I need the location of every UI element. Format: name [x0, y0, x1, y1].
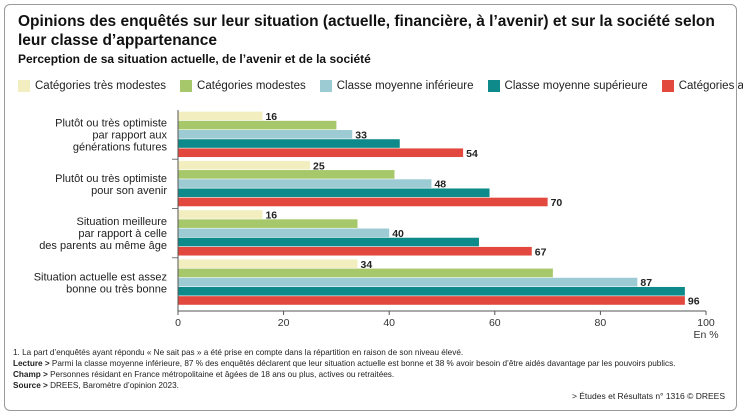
category-label: Plutôt ou très optimiste [55, 118, 167, 130]
bar [178, 197, 548, 207]
bar [178, 148, 464, 158]
chart-subtitle: Perception de sa situation actuelle, de … [18, 52, 371, 66]
bar [178, 170, 395, 179]
publication-reference: > Études et Résultats n° 1316 © DREES [571, 391, 725, 401]
bar [178, 268, 553, 278]
bar [178, 219, 358, 228]
data-label: 34 [361, 259, 373, 271]
bar [178, 130, 353, 139]
legend-swatch [661, 80, 674, 92]
data-label: 16 [265, 210, 277, 222]
category-label: Situation actuelle est assez [34, 271, 167, 283]
x-unit-label: En % [693, 329, 718, 341]
x-tick-label: 40 [383, 317, 395, 329]
bar [178, 228, 390, 238]
category-label: Situation meilleure [77, 216, 168, 228]
data-label: 67 [535, 246, 547, 258]
data-label: 48 [434, 179, 446, 191]
note-lecture-label: Lecture > [13, 359, 50, 368]
data-label: 16 [265, 111, 277, 123]
bar [178, 277, 638, 287]
category-label: par rapport aux [92, 130, 167, 142]
note-champ-label: Champ > [13, 370, 48, 379]
note-source-text: DREES, Baromètre d’opinion 2023. [47, 381, 179, 390]
x-tick-label: 0 [175, 317, 181, 329]
legend-swatch [180, 80, 193, 92]
data-label: 33 [355, 129, 367, 141]
category-label: des parents au même âge [39, 240, 167, 252]
category-label: par rapport à celle [78, 228, 167, 240]
note-champ: Champ > Personnes résidant en France mét… [13, 369, 675, 380]
chart-legend: Catégories très modestes Catégories modes… [18, 80, 743, 92]
legend-label: Catégories modestes [197, 80, 306, 92]
x-tick-label: 100 [697, 317, 715, 329]
data-label: 70 [551, 197, 563, 209]
category-label: Plutôt ou très optimiste [55, 173, 167, 185]
category-label: générations futures [73, 142, 168, 154]
x-tick-label: 60 [489, 317, 501, 329]
bar [178, 246, 532, 256]
legend-swatch [319, 80, 332, 92]
x-tick-label: 20 [278, 317, 290, 329]
bar [178, 179, 432, 188]
bar [178, 286, 685, 296]
legend-item: Catégories modestes [180, 80, 306, 92]
legend-item: Catégories très modestes [18, 80, 166, 92]
data-label: 25 [313, 160, 325, 172]
data-label: 40 [392, 228, 404, 240]
note-source: Source > DREES, Baromètre d’opinion 2023… [13, 380, 675, 391]
legend-item: Classe moyenne inférieure [319, 80, 474, 92]
legend-label: Classe moyenne supérieure [504, 80, 648, 92]
bar [178, 120, 337, 130]
note-lecture: Lecture > Parmi la classe moyenne inféri… [13, 358, 675, 369]
legend-label: Catégories très modestes [35, 80, 167, 92]
bar [178, 210, 263, 219]
note-lecture-text: Parmi la classe moyenne inférieure, 87 %… [49, 359, 676, 368]
note-1: 1. La part d’enquêtés ayant répondu « Ne… [13, 348, 464, 357]
data-label: 87 [640, 277, 652, 289]
bar [178, 139, 400, 148]
legend-swatch [487, 80, 500, 92]
data-label: 54 [466, 148, 478, 160]
legend-item: Catégories aisées [661, 80, 743, 92]
bar [178, 237, 479, 247]
category-label: bonne ou très bonne [66, 283, 167, 295]
category-label: pour son avenir [91, 185, 167, 197]
legend-swatch [18, 80, 30, 92]
bar [178, 188, 490, 198]
figure-frame [4, 4, 737, 411]
chart-title: Opinions des enquêtés sur leur situation… [18, 13, 715, 49]
legend-label: Classe moyenne inférieure [336, 80, 474, 92]
x-tick-label: 80 [595, 317, 607, 329]
legend-item: Classe moyenne supérieure [487, 80, 648, 92]
note-champ-text: Personnes résidant en France métropolita… [47, 370, 395, 379]
bar [178, 259, 358, 268]
legend-label: Catégories aisées [678, 80, 743, 92]
bar [178, 111, 263, 121]
bar [178, 296, 685, 305]
figure-notes: 1. La part d’enquêtés ayant répondu « Ne… [13, 347, 675, 391]
note-source-label: Source > [13, 381, 48, 390]
data-label: 96 [688, 296, 700, 308]
bar [178, 160, 310, 170]
